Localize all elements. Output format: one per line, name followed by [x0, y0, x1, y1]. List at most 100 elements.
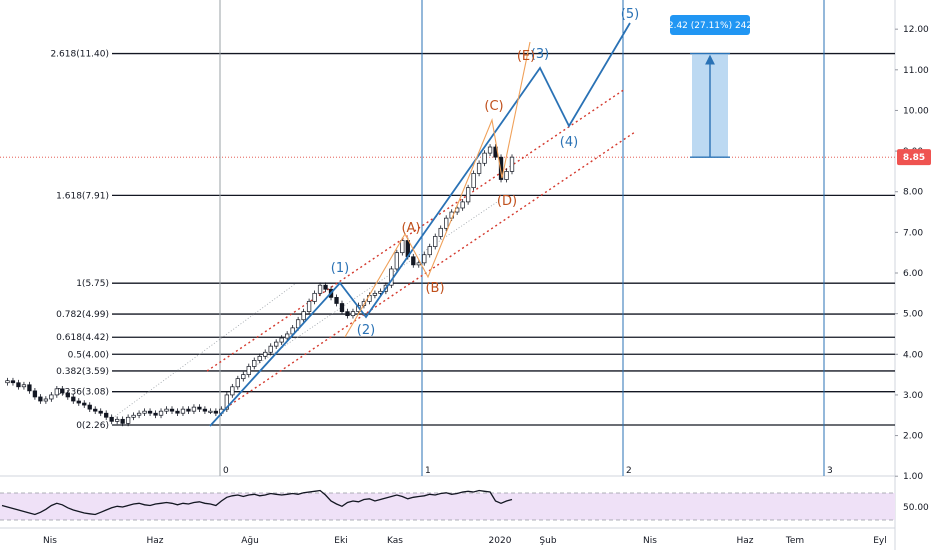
price-tick-label: 12.00	[903, 25, 929, 35]
price-tick-label: 1.00	[903, 472, 923, 482]
candle-body	[301, 311, 306, 321]
main-pane	[0, 0, 895, 472]
impulse-wave-label: (4)	[560, 135, 578, 150]
candle-body	[241, 374, 246, 380]
candle-body	[197, 406, 202, 410]
wave-labels: (1) (2) (3) (4) (5) (A) (B) (C) (D) (E)	[331, 7, 639, 338]
candle-body	[263, 351, 268, 357]
candle-body	[109, 416, 114, 422]
rsi-panel: 50.00	[0, 489, 929, 521]
impulse-wave-label: (3)	[531, 47, 549, 62]
candle-body	[54, 388, 59, 396]
candle-body	[312, 292, 317, 302]
correction-wave-label: (E)	[517, 49, 535, 64]
candle-body	[422, 254, 427, 264]
fib-level-label: 0(2.26)	[76, 421, 109, 431]
candle-body	[230, 386, 235, 396]
price-tick-label: 4.00	[903, 350, 923, 360]
rsi-axis-label: 50.00	[903, 503, 929, 513]
candle-body	[136, 412, 142, 416]
candle-body	[471, 173, 476, 189]
time-cycle-lines: 0 1 2 3	[219, 0, 833, 476]
candle-body	[32, 390, 38, 398]
time-tick-label: Haz	[736, 536, 753, 546]
candle-body	[169, 408, 175, 412]
fibonacci-levels: 2.618(11.40) 1.618(7.91) 1(5.75) 0.782(4.99…	[0, 50, 895, 431]
correction-wave-label: (B)	[425, 281, 444, 296]
elliott-wave-paths	[209, 22, 631, 427]
time-tick-label: Ağu	[241, 536, 259, 546]
correction-wave-label: (D)	[497, 194, 517, 209]
fib-level-label: 0.782(4.99)	[56, 310, 109, 320]
candle-body	[71, 396, 76, 402]
impulse-wave-label: (5)	[621, 7, 639, 22]
candle-body	[153, 412, 158, 416]
current-price-badge	[897, 149, 931, 166]
time-tick-label: Nis	[643, 536, 657, 546]
candle-body	[334, 297, 339, 304]
time-cycle-label: 3	[827, 466, 833, 476]
candle-body	[279, 337, 284, 343]
correction-wave-path	[344, 41, 531, 338]
reference-line	[109, 283, 296, 421]
price-tick-label: 8.00	[903, 188, 923, 198]
candle-body	[131, 414, 136, 418]
candle-body	[504, 171, 509, 180]
candle-body	[82, 402, 87, 406]
fib-level-label: 0.236(3.08)	[56, 388, 109, 398]
impulse-wave-path	[209, 22, 631, 427]
time-tick-label: Nis	[43, 536, 57, 546]
time-tick-label: Haz	[146, 536, 163, 546]
candle-body	[43, 398, 49, 402]
correction-wave-label: (A)	[401, 221, 420, 236]
candle-body	[252, 360, 257, 367]
candle-body	[498, 156, 504, 180]
trend-channel	[109, 88, 636, 421]
price-tick-label: 2.00	[903, 432, 923, 442]
candle-body	[465, 187, 471, 203]
candle-body	[147, 410, 153, 414]
candle-body	[482, 152, 487, 164]
candle-body	[16, 382, 21, 388]
correction-wave-label: (C)	[484, 99, 503, 114]
candle-body	[433, 236, 438, 247]
candle-body	[10, 380, 16, 384]
price-tick-label: 3.00	[903, 391, 923, 401]
candle-body	[394, 252, 399, 270]
fib-level-label: 0.382(3.59)	[56, 367, 109, 377]
candle-body	[142, 410, 147, 414]
candle-body	[180, 408, 186, 414]
candle-body	[87, 404, 92, 410]
price-axis: 12.0011.0010.009.008.007.006.005.004.003…	[895, 25, 931, 482]
candle-body	[38, 396, 43, 402]
candle-body	[186, 408, 191, 412]
price-tick-label: 10.00	[903, 106, 929, 116]
candle-body	[476, 162, 482, 174]
candle-body	[285, 333, 290, 339]
time-tick-label: Eyl	[873, 536, 887, 546]
candle-body	[125, 416, 131, 424]
candle-body	[323, 284, 328, 290]
candle-body	[49, 394, 54, 400]
candlestick-series	[5, 144, 515, 427]
time-cycle-label: 2	[626, 466, 632, 476]
candle-body	[115, 418, 120, 422]
candle-body	[98, 410, 103, 414]
candle-body	[93, 408, 98, 412]
candle-body	[21, 384, 27, 388]
candle-body	[65, 392, 70, 398]
price-tick-label: 11.00	[903, 66, 929, 76]
time-tick-label: Eki	[334, 536, 347, 546]
candle-body	[339, 303, 345, 312]
measure-badge	[670, 15, 750, 35]
candle-body	[487, 146, 493, 154]
time-tick-label: Şub	[539, 536, 556, 546]
impulse-wave-label: (2)	[357, 323, 375, 338]
candle-body	[27, 384, 32, 392]
measure-label: 2.42 (27.11%) 242	[668, 21, 752, 31]
candle-body	[400, 240, 405, 254]
channel-upper-line	[206, 88, 626, 372]
candle-body	[345, 311, 350, 317]
time-tick-label: Kas	[387, 536, 403, 546]
candle-body	[213, 410, 219, 414]
